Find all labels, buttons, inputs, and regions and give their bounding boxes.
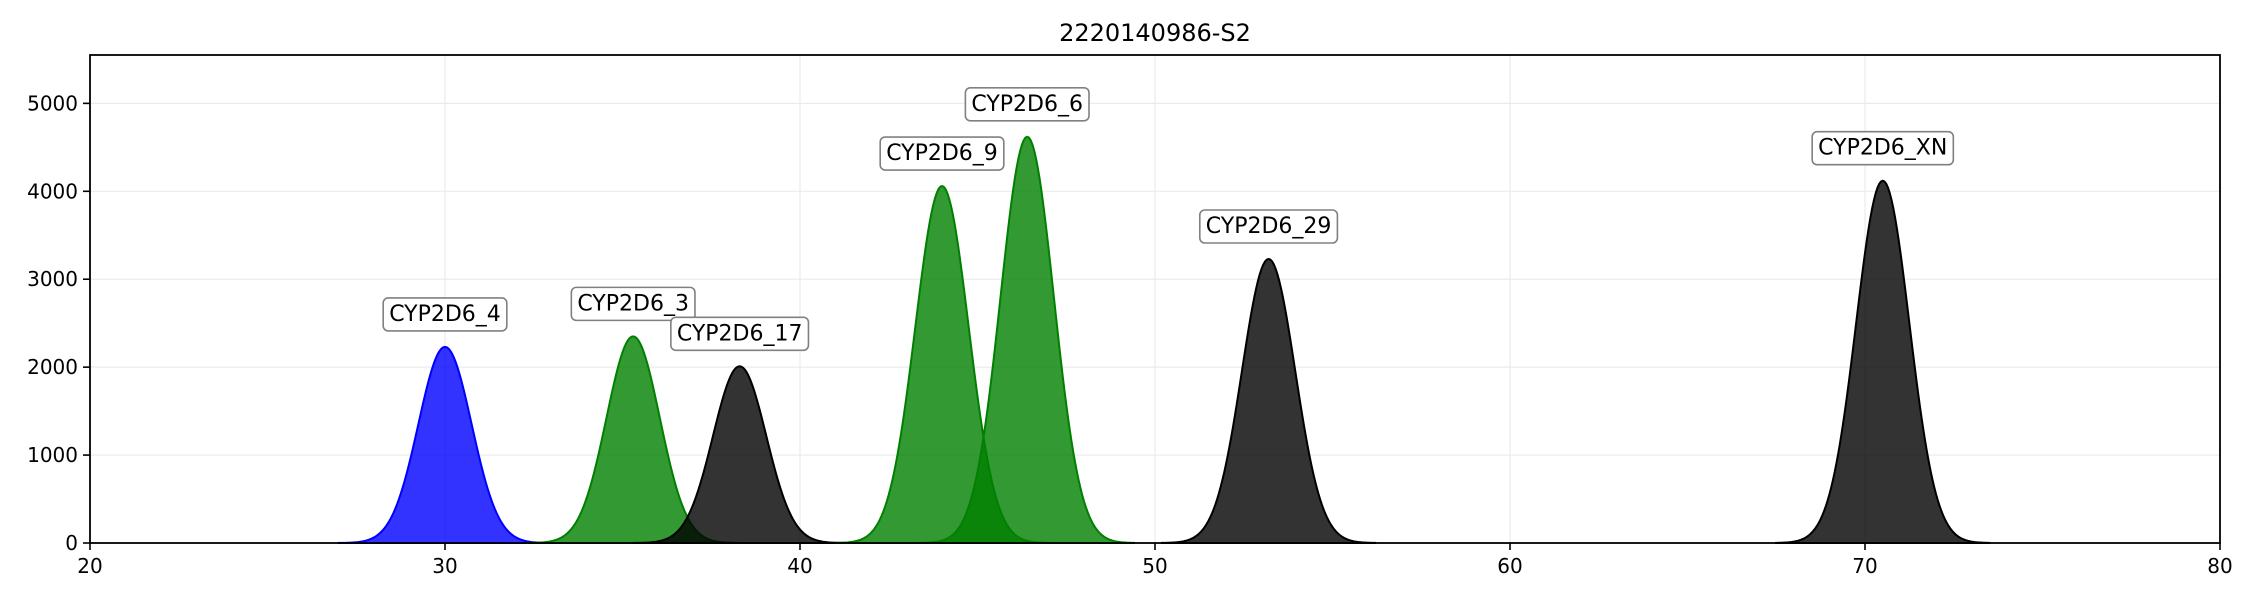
x-tick-label: 40 [787,554,812,578]
y-tick-label: 5000 [27,91,78,115]
peak-label-box [570,286,696,322]
peak-cyp2d6-29 [1161,257,1377,544]
peak-label-box [1198,209,1339,244]
peak-label-text: CYP2D6_6 [971,92,1083,117]
peak-label-cyp2d6-3: CYP2D6_3 [570,286,696,322]
x-tick-label: 20 [77,554,102,578]
peak-label-cyp2d6-17: CYP2D6_17 [670,316,810,352]
y-tick-label: 1000 [27,443,78,467]
peak-label-cyp2d6-9: CYP2D6_9 [879,136,1005,171]
peak-label-box [382,297,508,332]
x-tick-label: 70 [1852,554,1877,578]
peak-label-text: CYP2D6_29 [1206,214,1332,239]
axis-ticks: 20 30 40 50 60 70 80 0 1000 2000 3000 4000 5000 [27,91,2233,578]
peaks [337,135,1991,544]
peak-label-text: CYP2D6_4 [389,302,501,327]
chart-title: 2220140986-S2 [1059,19,1251,47]
peak-label-box [670,316,810,352]
peak-label-text: CYP2D6_3 [577,291,689,316]
y-tick-label: 2000 [27,355,78,379]
peak-cyp2d6-xn [1775,179,1991,544]
peak-label-text: CYP2D6_XN [1818,136,1947,161]
y-tick-label: 0 [65,531,78,555]
x-tick-label: 80 [2207,554,2232,578]
peak-label-cyp2d6-xn: CYP2D6_XN [1811,130,1955,166]
peak-label-cyp2d6-29: CYP2D6_29 [1198,209,1339,244]
peak-labels: CYP2D6_4 CYP2D6_3 CYP2D6_17 CYP2D6_9 CYP2D6_… [382,86,1955,352]
y-tick-label: 4000 [27,179,78,203]
peak-cyp2d6-6 [919,135,1135,544]
x-tick-label: 60 [1497,554,1522,578]
peak-label-text: CYP2D6_9 [886,141,998,166]
peak-label-box [1811,130,1955,166]
peak-label-text: CYP2D6_17 [677,321,803,346]
peak-cyp2d6-4 [337,345,553,544]
peak-label-box [964,86,1090,122]
peak-cyp2d6-17 [632,365,848,544]
x-tick-label: 50 [1142,554,1167,578]
peak-label-box [879,136,1005,171]
x-tick-label: 30 [432,554,457,578]
y-tick-label: 3000 [27,267,78,291]
peak-label-cyp2d6-4: CYP2D6_4 [382,297,508,332]
peak-label-cyp2d6-6: CYP2D6_6 [964,86,1090,122]
